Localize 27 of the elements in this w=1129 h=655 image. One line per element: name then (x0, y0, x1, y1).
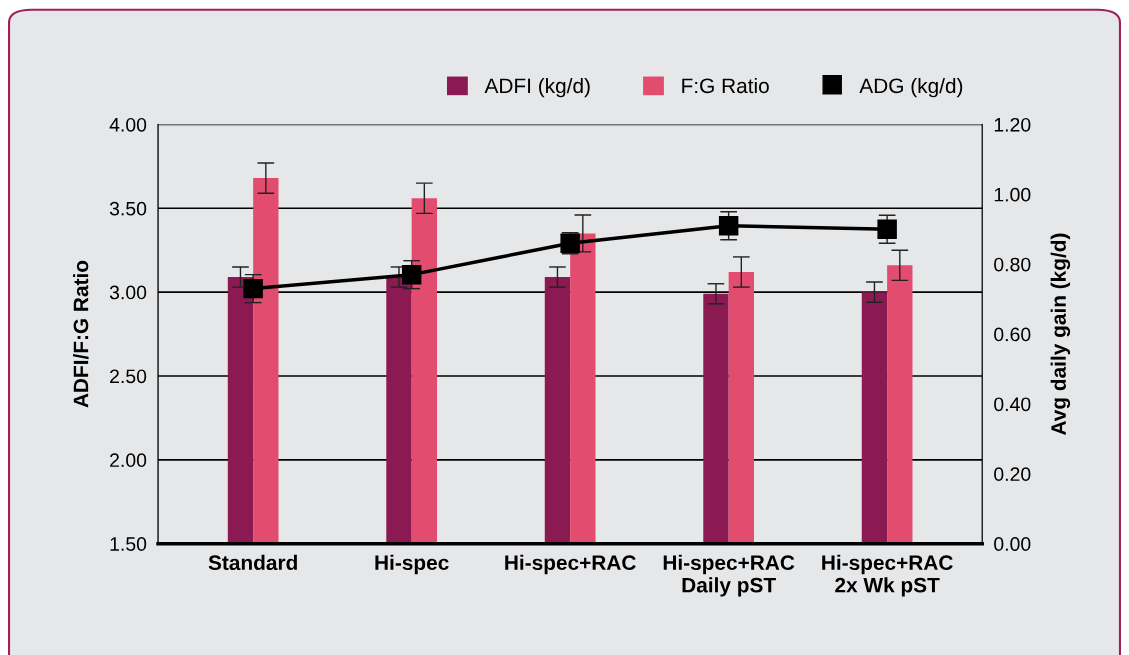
y2-tick-label: 0.40 (994, 397, 1031, 412)
y2-tick-label: 0.60 (994, 327, 1031, 342)
y2-tick-label: 1.20 (994, 117, 1031, 132)
y2-axis-title: Avg daily gain (kg/d) (1050, 233, 1071, 435)
x-tick-label: Standard (208, 554, 297, 571)
y2-tick-label: 0.80 (994, 257, 1031, 272)
y-tick-label: 4.00 (109, 117, 147, 132)
legend-label: ADG (kg/d) (859, 77, 963, 98)
y2-tick-label: 0.00 (994, 537, 1031, 551)
x-tick-label: Hi-spec+RAC Daily pST (663, 554, 795, 597)
legend-label: ADFI (kg/d) (484, 77, 590, 98)
y-tick-label: 2.00 (110, 453, 147, 468)
point (243, 278, 263, 299)
y-axis-title: ADFI/F:G Ratio (73, 260, 89, 408)
legend-label: F:G Ratio (682, 77, 769, 94)
y-tick-label: 3.00 (109, 285, 147, 300)
point (718, 216, 739, 236)
x-tick-label: Hi-spec (375, 554, 449, 575)
x-tick-label: Hi-spec+RAC (505, 554, 636, 575)
point (401, 264, 422, 285)
x-tick-label: Hi-spec+RAC 2x Wk pST (822, 554, 953, 597)
point (877, 219, 897, 239)
y-tick-label: 1.50 (110, 537, 147, 551)
y-tick-label: 2.50 (110, 369, 147, 384)
y2-tick-label: 1.00 (994, 187, 1031, 202)
y2-tick-label: 0.20 (994, 467, 1031, 482)
y-tick-label: 3.50 (109, 201, 147, 216)
